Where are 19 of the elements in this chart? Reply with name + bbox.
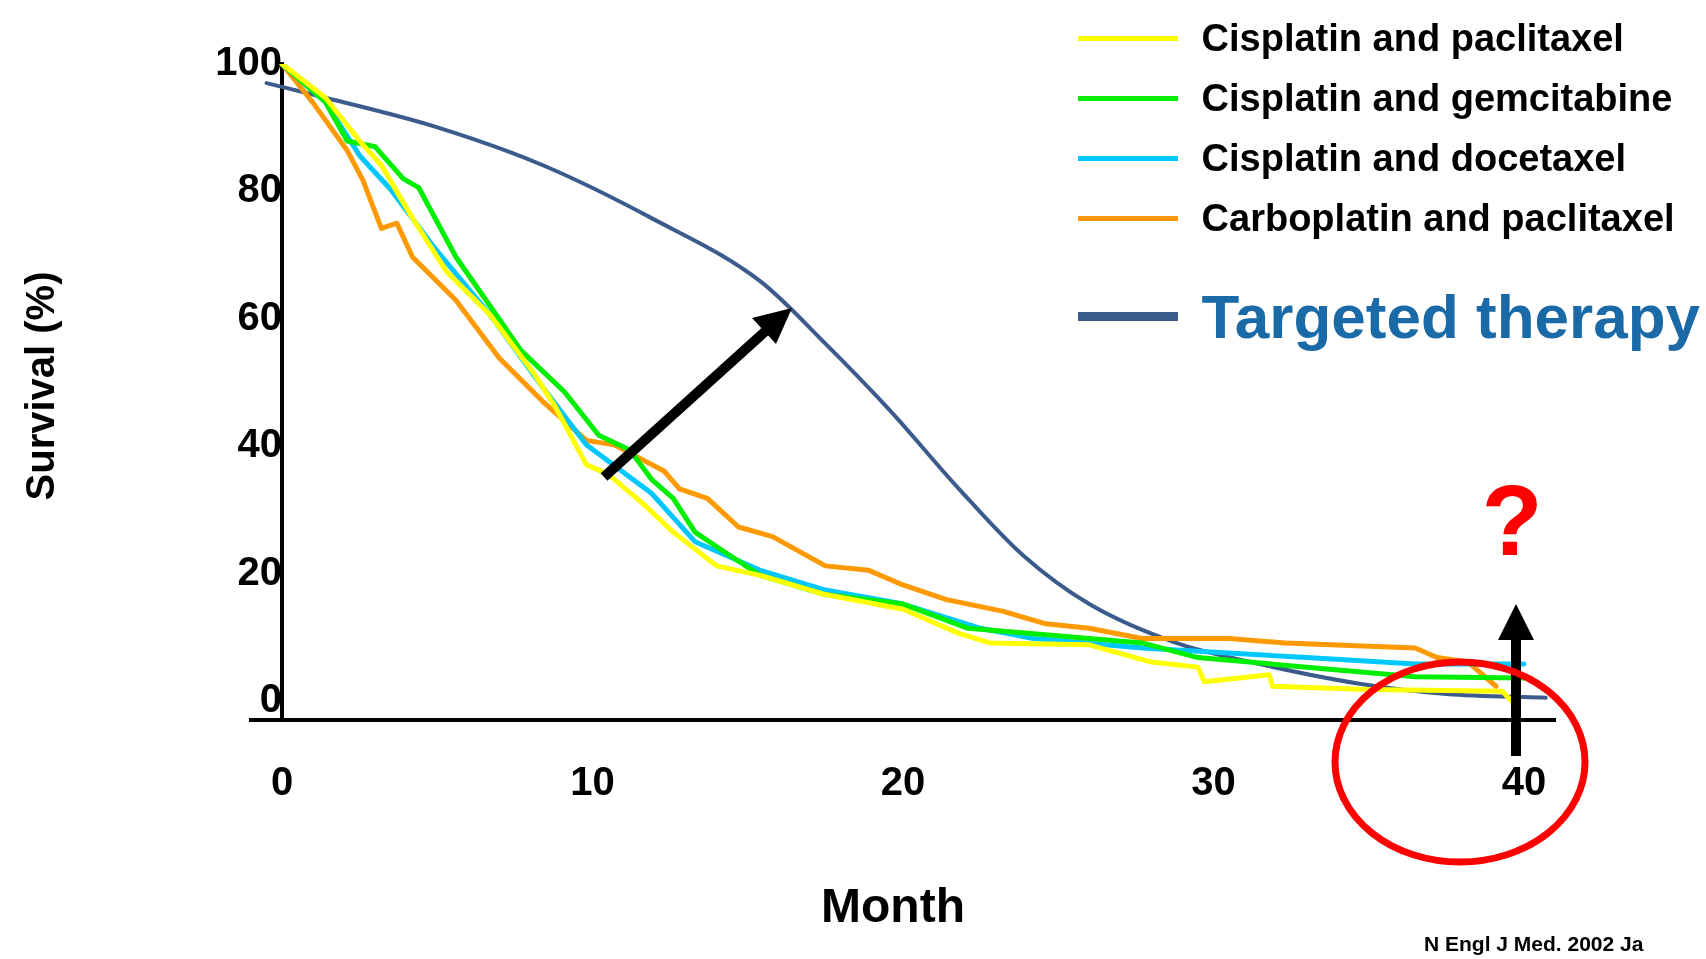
y-tick-label: 20 [237, 548, 283, 593]
y-tick-label: 40 [237, 421, 283, 466]
y-axis-title: Survival (%) [17, 271, 63, 501]
x-tick-label: 40 [1501, 759, 1547, 804]
x-tick-label: 20 [880, 759, 926, 804]
legend-label: Carboplatin and paclitaxel [1201, 196, 1675, 240]
x-tick-label: 30 [1191, 759, 1236, 804]
text: N Engl J Med. 2002 Ja [1424, 932, 1644, 956]
legend-label: Cisplatin and paclitaxel [1201, 16, 1624, 60]
x-tick-label: 10 [570, 759, 615, 804]
legend-label: Cisplatin and docetaxel [1201, 136, 1627, 180]
annotation: ? [1481, 462, 1543, 578]
y-tick-label: 80 [237, 166, 283, 211]
legend-label: Targeted therapy [1201, 280, 1700, 352]
x-axis-title: Month [821, 877, 965, 933]
y-tick-label: 60 [237, 293, 283, 338]
y-tick-label: 100 [215, 39, 283, 84]
legend-label: Cisplatin and gemcitabine [1201, 76, 1673, 120]
y-tick-label: 0 [259, 675, 283, 720]
